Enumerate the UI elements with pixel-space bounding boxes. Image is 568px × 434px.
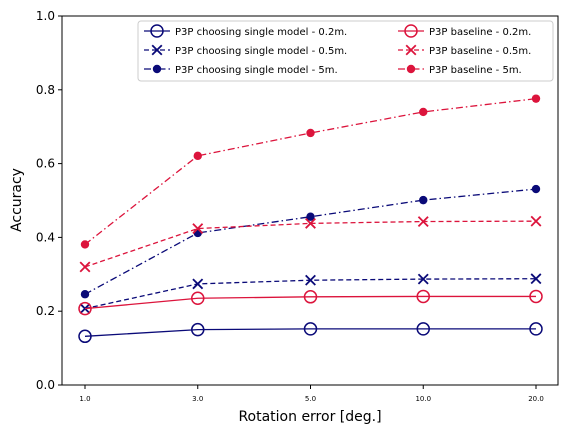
legend-label: P3P baseline - 5m. (429, 65, 522, 76)
data-point (80, 290, 90, 299)
data-point (530, 215, 542, 227)
y-axis-ticks: 0.0 0.2 0.4 0.6 0.8 1.0 (36, 9, 62, 392)
data-point (531, 184, 541, 194)
legend-label: P3P baseline - 0.5m. (429, 46, 531, 57)
data-point (80, 240, 90, 249)
legend-item: P3P baseline - 0.2m. (398, 24, 531, 38)
plot-content (78, 94, 543, 344)
data-point (303, 322, 318, 336)
legend-box (137, 20, 554, 82)
data-point (416, 322, 430, 336)
series-5 (79, 215, 542, 273)
data-point (192, 223, 204, 234)
y-tick-label: 0.0 (36, 378, 55, 392)
data-point (303, 290, 318, 304)
data-point (530, 273, 542, 285)
series-line (84, 278, 537, 310)
series-line (84, 295, 536, 310)
series-1 (78, 322, 543, 344)
data-point (192, 278, 204, 290)
data-point (529, 322, 543, 336)
data-point (79, 261, 91, 273)
data-point (416, 289, 430, 304)
data-point (417, 273, 429, 285)
y-tick-label: 0.4 (36, 230, 55, 244)
data-point (191, 291, 205, 306)
data-point (419, 195, 428, 205)
legend-item: P3P baseline - 5m. (398, 64, 522, 76)
x-tick-label: 10.0 (415, 395, 431, 403)
legend-marker (404, 24, 418, 38)
legend-label: P3P baseline - 0.2m. (429, 27, 531, 38)
data-point (191, 322, 205, 337)
legend-item: P3P choosing single model - 5m. (144, 64, 338, 76)
series-2 (79, 273, 542, 315)
y-tick-label: 0.2 (36, 304, 55, 318)
data-point (78, 329, 92, 344)
legend-label: P3P choosing single model - 0.5m. (175, 46, 347, 57)
x-axis-ticks: 1.0 3.0 5.0 10.0 20.0 (79, 385, 544, 403)
legend-marker (150, 24, 164, 38)
legend-item: P3P choosing single model - 0.5m. (144, 44, 347, 57)
data-point (417, 216, 429, 227)
data-point (529, 289, 543, 304)
y-tick-label: 1.0 (36, 9, 55, 23)
data-point (531, 94, 541, 103)
x-tick-label: 5.0 (305, 395, 316, 403)
series-line (84, 220, 537, 268)
legend-item: P3P choosing single model - 0.2m. (144, 24, 347, 38)
data-point (78, 301, 92, 316)
series-line (84, 328, 536, 337)
data-point (306, 128, 315, 138)
y-tick-label: 0.6 (36, 157, 55, 171)
x-axis-label: Rotation error [deg.] (238, 409, 381, 425)
legend: P3P choosing single model - 0.2m. P3P cho… (137, 20, 554, 82)
series-3 (80, 184, 541, 299)
legend-marker (405, 44, 417, 56)
legend-item: P3P baseline - 0.5m. (398, 44, 531, 57)
y-axis-label: Accuracy (9, 168, 25, 232)
data-point (419, 107, 428, 117)
x-tick-label: 20.0 (528, 395, 544, 403)
data-point (306, 212, 315, 221)
x-tick-label: 1.0 (79, 395, 90, 403)
legend-marker (152, 64, 162, 74)
data-point (305, 217, 316, 229)
x-tick-label: 3.0 (192, 395, 203, 403)
series-6 (80, 94, 541, 249)
legend-marker (406, 64, 416, 74)
y-tick-label: 0.8 (36, 83, 55, 97)
series-4 (78, 289, 543, 316)
legend-marker (151, 44, 163, 56)
data-point (305, 274, 316, 286)
legend-label: P3P choosing single model - 0.2m. (175, 27, 347, 38)
legend-label: P3P choosing single model - 5m. (175, 65, 338, 76)
data-point (193, 151, 202, 161)
series-line (84, 98, 537, 245)
